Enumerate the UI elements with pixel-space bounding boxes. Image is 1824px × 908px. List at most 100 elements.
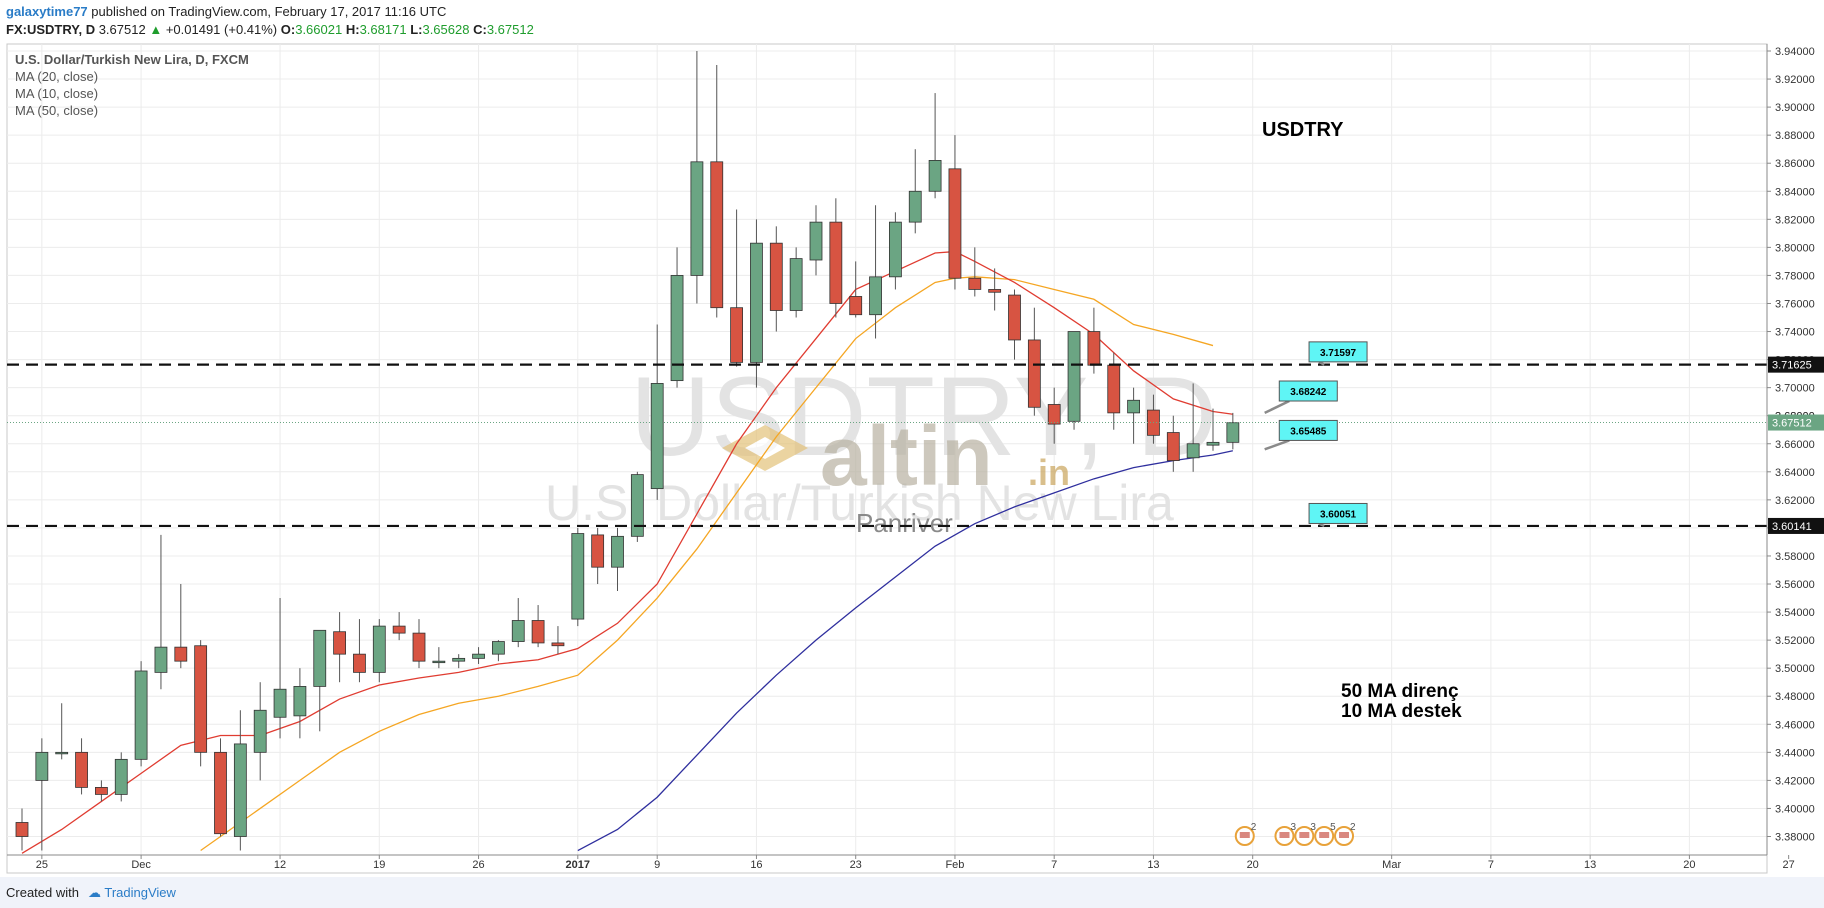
candle: [194, 640, 208, 767]
time-tick-label: 7: [1488, 859, 1494, 871]
close-value: 3.67512: [486, 22, 534, 37]
watermark-sub: Panriver: [856, 508, 953, 538]
legend-title: U.S. Dollar/Turkish New Lira, D, FXCM: [15, 52, 249, 67]
price-tick-label: 3.50000: [1775, 663, 1815, 675]
candle-body-up: [114, 758, 128, 795]
candle: [730, 209, 743, 367]
price-tick-label: 3.94000: [1775, 46, 1815, 58]
candle: [412, 619, 426, 669]
price-tick-label: 3.82000: [1775, 214, 1815, 226]
candle-body-down: [1047, 404, 1061, 425]
candle: [1067, 331, 1081, 430]
candle-body-up: [273, 688, 287, 718]
chart-header: galaxytime77 published on TradingView.co…: [0, 0, 1824, 42]
event-count: 5: [1330, 822, 1336, 833]
price-tick-label: 3.76000: [1775, 298, 1815, 310]
time-tick-label: Mar: [1382, 859, 1401, 871]
flag-stripes-icon: [1319, 832, 1330, 838]
callout-label: 3.65485: [1290, 426, 1327, 437]
candle: [551, 626, 565, 655]
candle-body-up: [511, 620, 525, 642]
price-tick-label: 3.70000: [1775, 383, 1815, 395]
candle: [333, 612, 347, 683]
candle: [253, 682, 267, 781]
candle: [75, 738, 88, 795]
tradingview-logo[interactable]: ☁ TradingView: [88, 885, 176, 901]
candle: [1206, 408, 1220, 451]
candle-body-down: [849, 296, 863, 316]
candle-body-down: [591, 534, 605, 568]
candle-body-down: [551, 642, 565, 647]
candle-body-up: [233, 743, 247, 837]
logo-diamond-inner-icon: [745, 437, 785, 459]
level-price-tag: 3.71625: [1772, 360, 1812, 372]
candle: [650, 324, 664, 500]
level-price-tag-bg: [1768, 517, 1824, 534]
author-link[interactable]: galaxytime77: [6, 4, 88, 19]
time-tick-label: 20: [1247, 859, 1259, 871]
event-count: 3: [1310, 822, 1316, 833]
candle-body-up: [690, 161, 704, 276]
callout-label: 3.68242: [1290, 387, 1327, 398]
time-tick-label: 13: [1147, 859, 1159, 871]
time-tick-label: Dec: [131, 859, 151, 871]
candle: [988, 268, 1002, 311]
price-tick-label: 3.56000: [1775, 579, 1815, 591]
time-tick-label: 25: [36, 859, 48, 871]
candle-body-down: [15, 822, 29, 837]
candle-body-down: [1107, 364, 1121, 414]
flag-stripes-icon: [1279, 832, 1290, 838]
time-tick-label: 12: [274, 859, 286, 871]
low-value: 3.65628: [422, 22, 470, 37]
candle-body-up: [809, 221, 823, 261]
time-tick-label: 16: [750, 859, 762, 871]
last-price-tag: 3.67512: [1772, 418, 1812, 430]
candle: [869, 205, 882, 339]
level-price-tag: 3.60141: [1772, 521, 1812, 533]
candle: [233, 710, 247, 851]
candle-body-down: [95, 787, 108, 795]
candle-body-down: [353, 653, 366, 673]
event-marker: 3: [1274, 822, 1296, 846]
price-axis[interactable]: 3.38000 3.40000 3.42000 3.44000 3.46000 3.480…: [1766, 44, 1824, 855]
annotation-note-2: 10 MA destek: [1341, 701, 1462, 722]
candle: [829, 198, 843, 318]
price-tick-label: 3.86000: [1775, 158, 1815, 170]
candles: [15, 51, 1240, 851]
time-axis[interactable]: 25 Dec 12 19 26 2017 9 16 23 Feb 7 13 20 Mar 7 13 20 27: [7, 854, 1795, 871]
callout-label: 3.71597: [1320, 348, 1357, 359]
candle-body-down: [1027, 339, 1041, 408]
candle-body-down: [1087, 331, 1101, 366]
price-tick-label: 3.66000: [1775, 439, 1815, 451]
event-count: 2: [1350, 822, 1356, 833]
event-markers: 2 3 3 5 2: [1234, 822, 1356, 846]
candle: [134, 661, 148, 767]
callout-label: 3.60051: [1320, 509, 1357, 520]
candle-body-down: [968, 277, 982, 290]
event-marker: 3: [1294, 822, 1316, 846]
logo-brand-suffix: .in: [1028, 452, 1070, 493]
candle: [1226, 412, 1240, 450]
candle-body-up: [1067, 331, 1081, 422]
altin-logo: altin .in: [722, 409, 1070, 503]
price-callout: 3.65485: [1264, 419, 1338, 451]
candle: [571, 527, 585, 627]
candle: [35, 738, 49, 851]
price-axis-bg: [1767, 44, 1824, 855]
candle: [968, 247, 982, 297]
ma-20-line: [200, 276, 1214, 852]
candle-body-up: [1226, 422, 1240, 443]
publish-info: published on TradingView.com, February 1…: [91, 4, 447, 19]
candle-body-up: [491, 641, 505, 655]
time-tick-label: 20: [1683, 859, 1695, 871]
symbol-label: FX:USDTRY, D: [6, 22, 96, 37]
price-chart[interactable]: USDTRY, D U.S. Dollar/Turkish New Lira a…: [0, 42, 1824, 877]
candle: [1186, 383, 1200, 472]
candle: [769, 226, 783, 332]
candle: [95, 780, 108, 802]
symbol-line: FX:USDTRY, D 3.67512 ▲ +0.01491 (+0.41%)…: [6, 22, 534, 37]
price-tick-label: 3.38000: [1775, 832, 1815, 844]
candle-body-up: [134, 670, 148, 760]
candle-body-down: [829, 221, 843, 304]
candle-body-down: [412, 632, 426, 662]
